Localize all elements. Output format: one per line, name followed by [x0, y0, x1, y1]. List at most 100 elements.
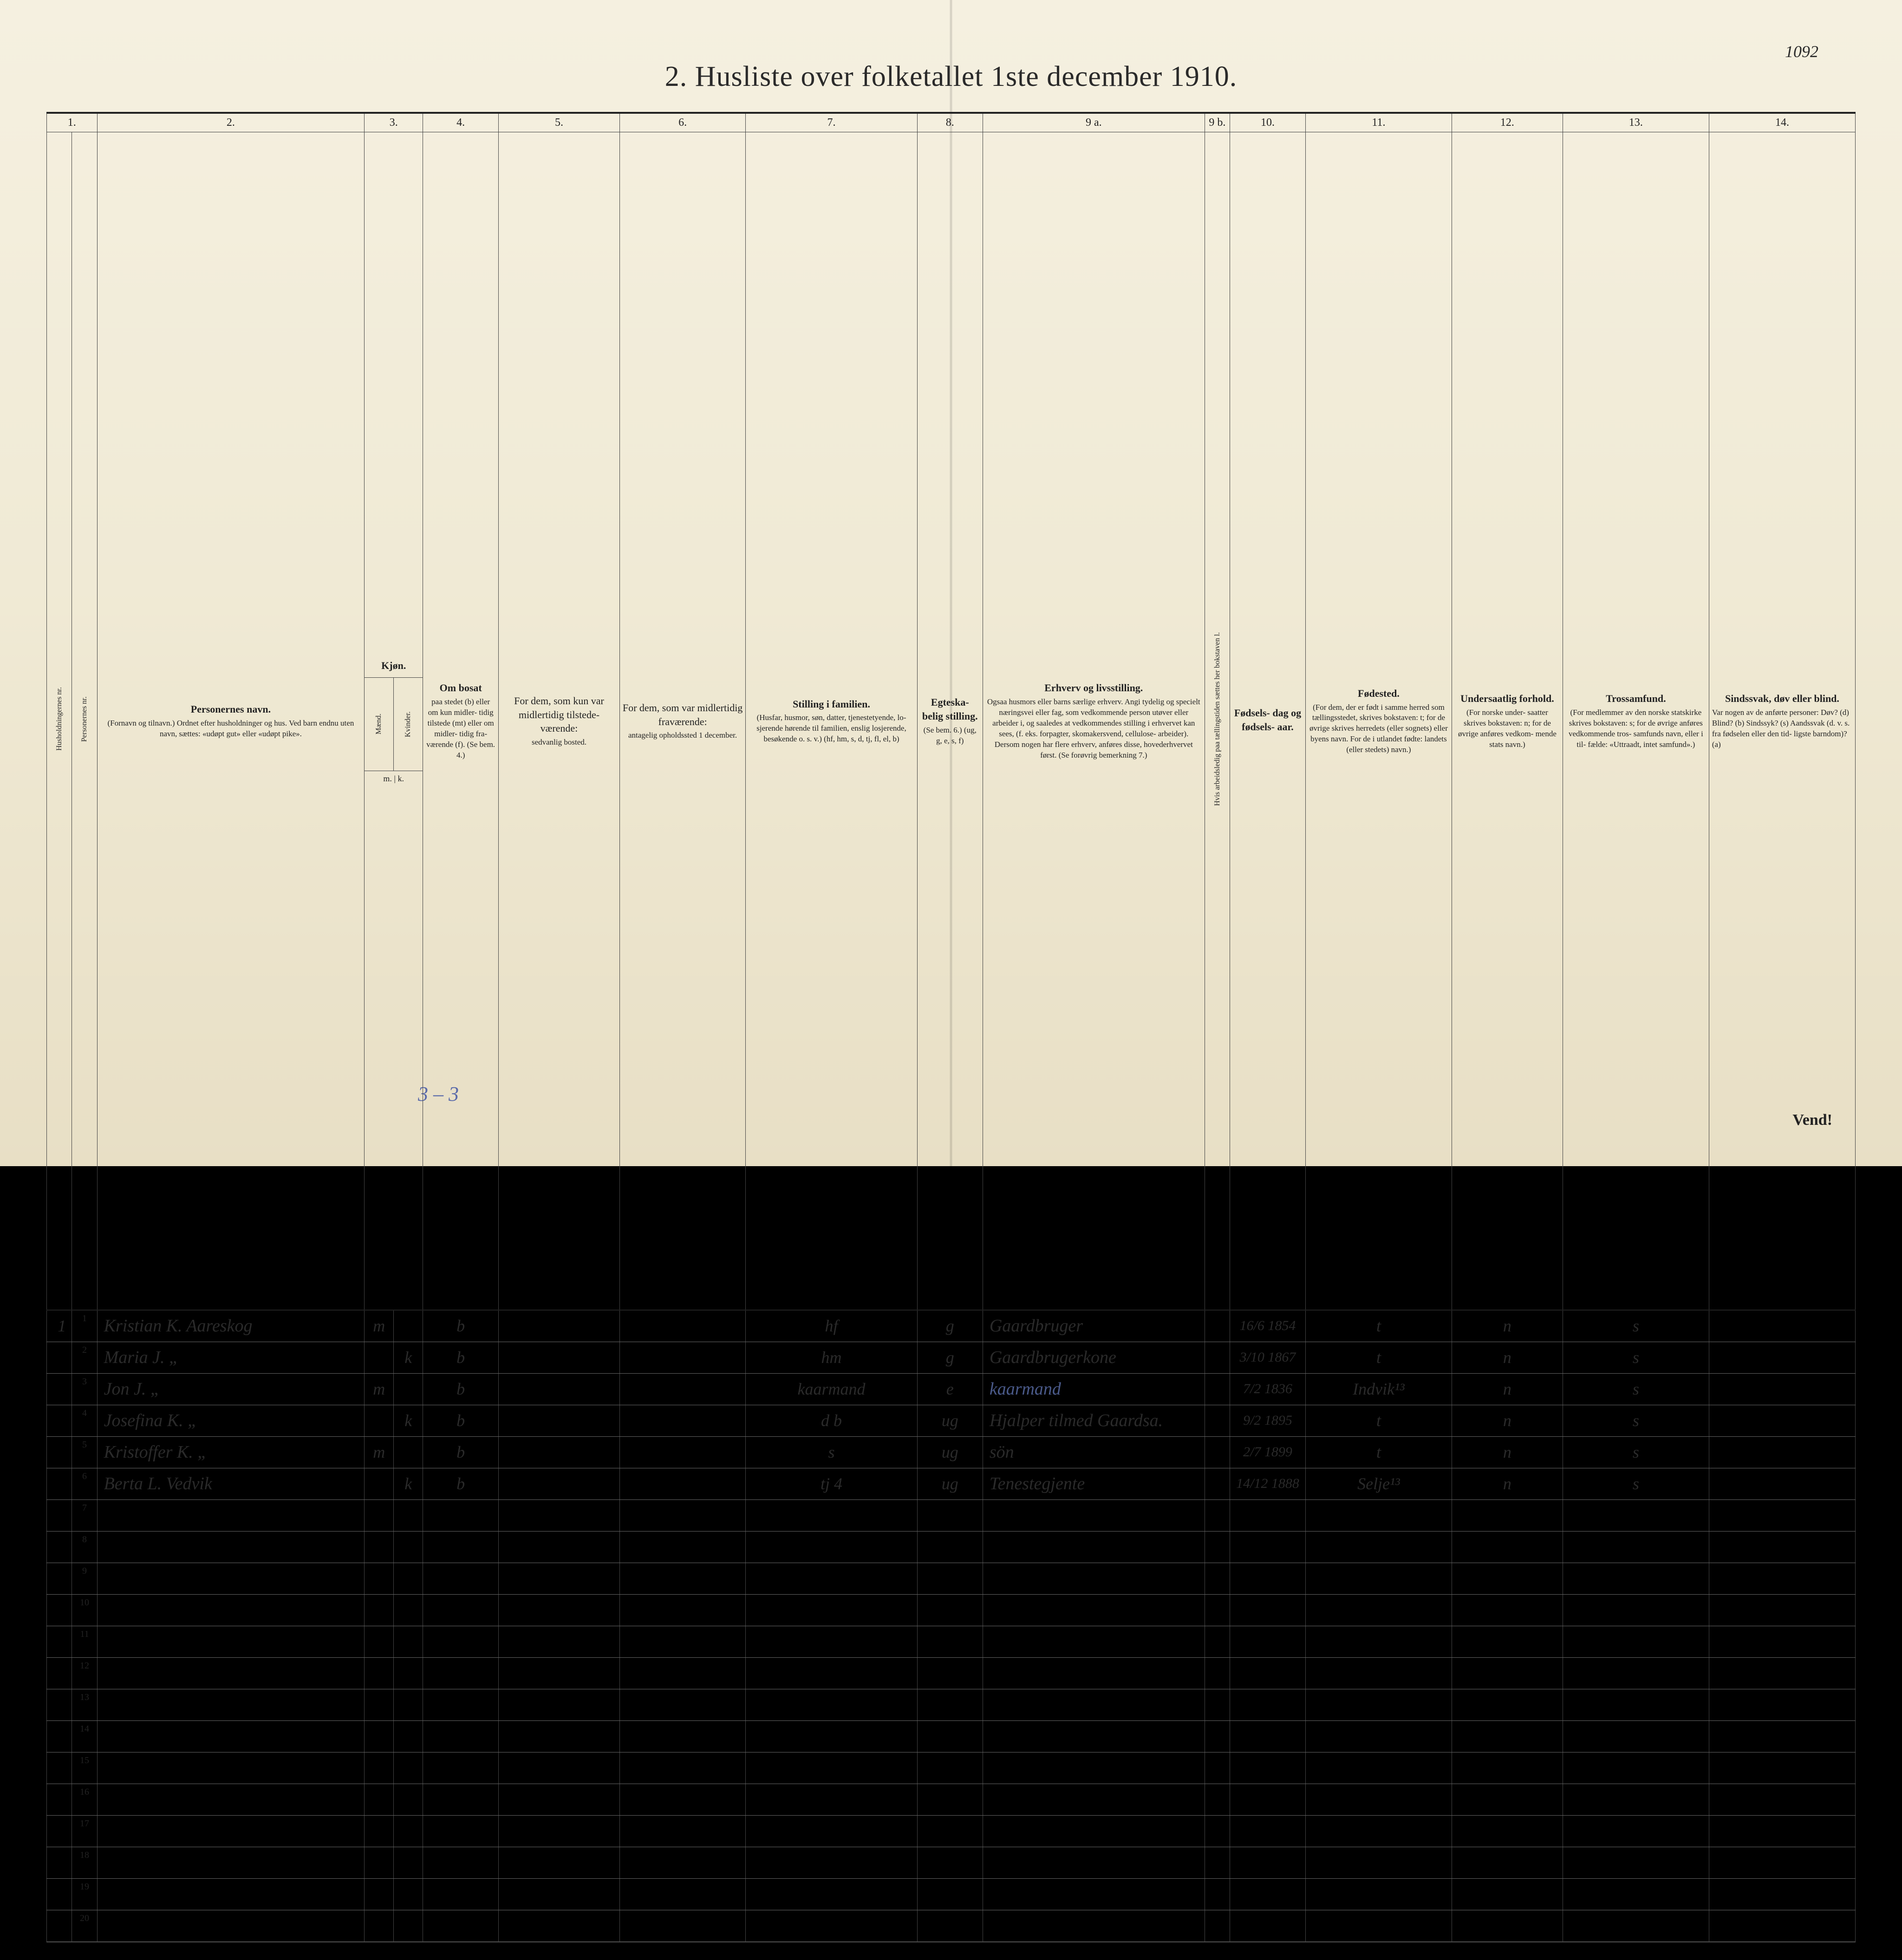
cell-religion: [1563, 1531, 1709, 1563]
cell-religion: [1563, 1752, 1709, 1784]
cell-occupation: [983, 1531, 1205, 1563]
cell-nationality: [1452, 1910, 1563, 1941]
footer-page-number: 2: [46, 1947, 1856, 1960]
cell-name: Kristoffer K. „: [97, 1436, 365, 1468]
table-row: 7: [47, 1499, 1856, 1531]
cell-unemployed: [1205, 1689, 1230, 1720]
cell-nationality: [1452, 1626, 1563, 1657]
cell-occupation: Gaardbrugerkone: [983, 1342, 1205, 1373]
cell-temp-present: [499, 1342, 620, 1373]
cell-occupation: [983, 1689, 1205, 1720]
table-row: 4Josefina K. „kbd bugHjalper tilmed Gaar…: [47, 1405, 1856, 1436]
cell-disability: [1709, 1563, 1855, 1594]
cell-nationality: [1452, 1689, 1563, 1720]
cell-temp-present: [499, 1626, 620, 1657]
cell-sex-m: [365, 1815, 394, 1847]
hdr-nationality: Undersaatlig forhold. (For norske under-…: [1452, 132, 1563, 1311]
cell-temp-absent: [619, 1468, 746, 1499]
cell-hh: [47, 1815, 72, 1847]
cell-birthplace: [1305, 1563, 1452, 1594]
cell-name: [97, 1910, 365, 1941]
cell-birth: [1230, 1847, 1306, 1878]
census-table: 1. 2. 3. 4. 5. 6. 7. 8. 9 a. 9 b. 10. 11…: [46, 114, 1856, 1942]
cell-disability: [1709, 1310, 1855, 1342]
cell-nationality: n: [1452, 1436, 1563, 1468]
cell-family: [746, 1910, 917, 1941]
cell-unemployed: [1205, 1594, 1230, 1626]
hdr-person-nr: Personernes nr.: [72, 132, 97, 1311]
cell-hh: [47, 1531, 72, 1563]
cell-nationality: [1452, 1784, 1563, 1815]
cell-temp-present: [499, 1657, 620, 1689]
cell-person-nr: 3: [72, 1373, 97, 1405]
hdr-family-pos: Stilling i familien. (Husfar, husmor, sø…: [746, 132, 917, 1311]
cell-birth: [1230, 1720, 1306, 1752]
colnum: 6.: [619, 114, 746, 132]
cell-temp-present: [499, 1847, 620, 1878]
cell-marital: [917, 1689, 983, 1720]
cell-residence: b: [423, 1468, 499, 1499]
cell-marital: [917, 1594, 983, 1626]
cell-sex-k: [394, 1720, 423, 1752]
cell-sex-k: [394, 1531, 423, 1563]
cell-disability: [1709, 1373, 1855, 1405]
cell-sex-m: [365, 1657, 394, 1689]
colnum: 13.: [1563, 114, 1709, 132]
cell-religion: [1563, 1910, 1709, 1941]
cell-family: [746, 1499, 917, 1531]
cell-temp-present: [499, 1689, 620, 1720]
cell-sex-m: m: [365, 1310, 394, 1342]
cell-birth: 16/6 1854: [1230, 1310, 1306, 1342]
cell-residence: [423, 1720, 499, 1752]
table-row: 15: [47, 1752, 1856, 1784]
cell-nationality: [1452, 1847, 1563, 1878]
cell-occupation: [983, 1720, 1205, 1752]
cell-marital: e: [917, 1373, 983, 1405]
cell-birth: [1230, 1910, 1306, 1941]
cell-sex-m: [365, 1752, 394, 1784]
cell-disability: [1709, 1468, 1855, 1499]
cell-sex-k: [394, 1373, 423, 1405]
cell-occupation: [983, 1752, 1205, 1784]
cell-residence: b: [423, 1310, 499, 1342]
cell-temp-absent: [619, 1563, 746, 1594]
cell-religion: [1563, 1563, 1709, 1594]
hdr-occupation: Erhverv og livsstilling. Ogsaa husmors e…: [983, 132, 1205, 1311]
cell-person-nr: 6: [72, 1468, 97, 1499]
cell-family: d b: [746, 1405, 917, 1436]
cell-birth: [1230, 1531, 1306, 1563]
cell-sex-k: [394, 1626, 423, 1657]
table-row: 5Kristoffer K. „mbsugsön2/7 1899tns: [47, 1436, 1856, 1468]
cell-unemployed: [1205, 1910, 1230, 1941]
cell-occupation: kaarmand: [983, 1373, 1205, 1405]
cell-residence: [423, 1563, 499, 1594]
cell-residence: b: [423, 1342, 499, 1373]
cell-family: [746, 1689, 917, 1720]
cell-temp-present: [499, 1720, 620, 1752]
cell-birth: [1230, 1878, 1306, 1910]
cell-birthplace: [1305, 1499, 1452, 1531]
hdr-unemployed: Hvis arbeidsledig paa tællingstiden sætt…: [1205, 132, 1230, 1311]
header-row: Husholdningernes nr. Personernes nr. Per…: [47, 132, 1856, 1311]
cell-unemployed: [1205, 1657, 1230, 1689]
cell-person-nr: 17: [72, 1815, 97, 1847]
cell-unemployed: [1205, 1878, 1230, 1910]
cell-residence: [423, 1847, 499, 1878]
cell-occupation: sön: [983, 1436, 1205, 1468]
cell-sex-m: [365, 1720, 394, 1752]
cell-residence: [423, 1815, 499, 1847]
cell-occupation: [983, 1784, 1205, 1815]
cell-person-nr: 4: [72, 1405, 97, 1436]
cell-person-nr: 10: [72, 1594, 97, 1626]
cell-occupation: Tenestegjente: [983, 1468, 1205, 1499]
cell-sex-m: [365, 1405, 394, 1436]
cell-hh: [47, 1405, 72, 1436]
cell-birthplace: [1305, 1752, 1452, 1784]
cell-marital: ug: [917, 1405, 983, 1436]
cell-unemployed: [1205, 1531, 1230, 1563]
census-table-wrap: 1. 2. 3. 4. 5. 6. 7. 8. 9 a. 9 b. 10. 11…: [46, 112, 1856, 1943]
cell-nationality: [1452, 1752, 1563, 1784]
cell-hh: [47, 1373, 72, 1405]
cell-birthplace: [1305, 1531, 1452, 1563]
cell-birthplace: Indvik¹³: [1305, 1373, 1452, 1405]
